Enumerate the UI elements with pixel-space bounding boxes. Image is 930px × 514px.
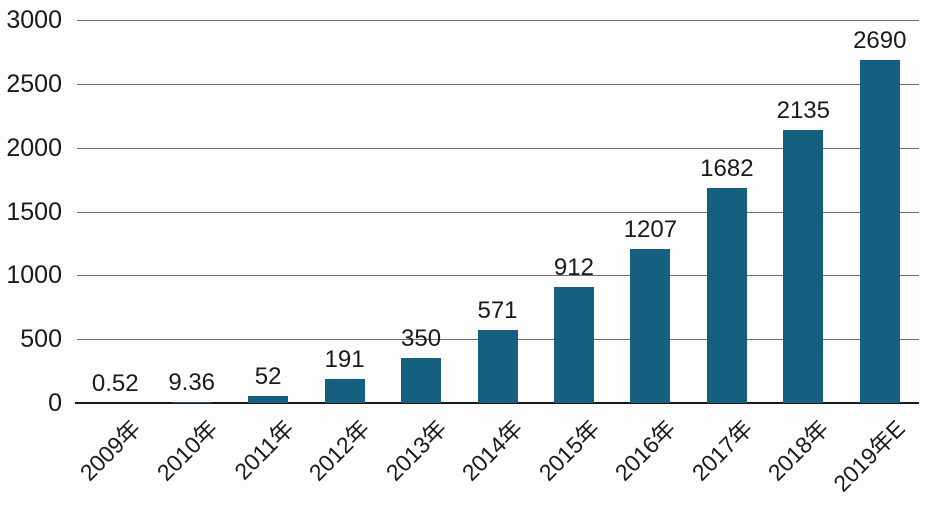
gridline-2000 — [77, 147, 919, 149]
y-tick-label-2500: 2500 — [6, 69, 62, 98]
bar-2015年 — [553, 286, 594, 403]
x-tick-label-2019年E: 2019年E — [828, 415, 911, 497]
gridline-1500 — [77, 211, 919, 213]
x-tick-label-2011年: 2011年 — [228, 415, 299, 485]
value-label-2019年E: 2690 — [853, 26, 907, 54]
y-tick-label-500: 500 — [20, 325, 62, 354]
bar-2019年E — [859, 59, 900, 403]
x-tick-label-2017年: 2017年 — [686, 415, 758, 486]
bar-2018年 — [783, 130, 824, 403]
value-label-2018年: 2135 — [776, 97, 830, 125]
bar-2010年 — [171, 401, 212, 403]
gridline-2500 — [77, 83, 919, 85]
x-tick-label-2012年: 2012年 — [304, 415, 375, 486]
value-label-2012年: 191 — [324, 345, 365, 373]
value-label-2017年: 1682 — [700, 155, 754, 183]
x-tick-label-2014年: 2014年 — [457, 415, 528, 486]
bar-2014年 — [477, 330, 518, 403]
gridline-1000 — [77, 275, 919, 277]
value-label-2013年: 350 — [401, 325, 442, 353]
value-label-2016年: 1207 — [623, 215, 678, 243]
y-tick-label-3000: 3000 — [6, 6, 62, 34]
x-tick-label-2013年: 2013年 — [380, 415, 452, 486]
bar-2011年 — [248, 396, 289, 403]
y-tick-label-1500: 1500 — [6, 197, 62, 226]
x-tick-label-2018年: 2018年 — [762, 415, 834, 486]
value-label-2014年: 571 — [477, 297, 518, 325]
value-label-2009年: 0.52 — [91, 369, 139, 397]
bar-2016年 — [630, 248, 671, 403]
x-axis-line — [75, 402, 919, 404]
x-tick-label-2015年: 2015年 — [533, 415, 605, 486]
x-tick-label-2010年: 2010年 — [151, 415, 223, 486]
y-tick-label-0: 0 — [48, 389, 62, 417]
value-label-2015年: 912 — [553, 253, 594, 281]
y-tick-label-2000: 2000 — [6, 133, 62, 162]
gridline-3000 — [77, 20, 919, 21]
bar-2017年 — [706, 188, 747, 403]
bar-2012年 — [324, 378, 365, 403]
x-tick-label-2009年: 2009年 — [74, 415, 146, 486]
y-tick-label-1000: 1000 — [6, 261, 62, 290]
bar-2013年 — [401, 358, 442, 403]
value-label-2010年: 9.36 — [168, 368, 216, 396]
x-tick-label-2016年: 2016年 — [609, 415, 681, 486]
value-label-2011年: 52 — [254, 363, 282, 391]
